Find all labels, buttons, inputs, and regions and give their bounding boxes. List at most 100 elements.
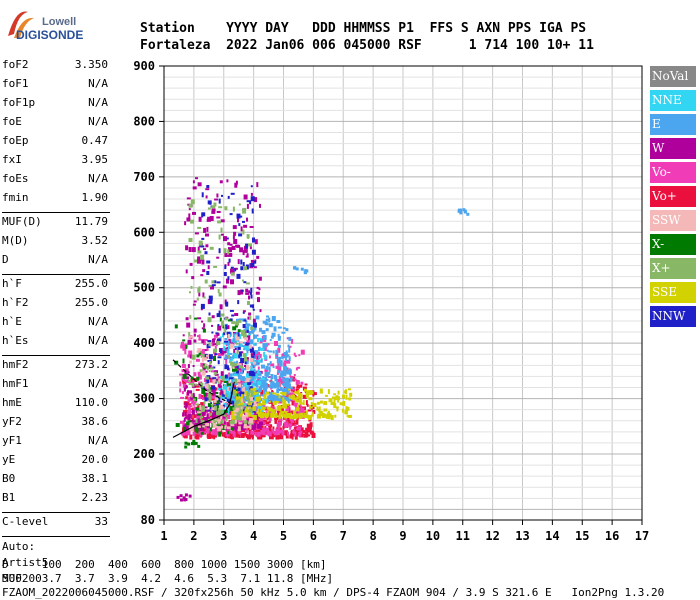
echo-point — [331, 396, 336, 399]
echo-point — [246, 203, 249, 209]
echo-point — [210, 285, 214, 290]
echo-point — [196, 354, 200, 358]
echo-point — [204, 363, 208, 366]
echo-point — [213, 356, 216, 361]
echo-point — [213, 434, 216, 440]
echo-point — [191, 247, 196, 253]
echo-point — [227, 379, 230, 385]
echo-point — [244, 408, 247, 414]
param-separator — [2, 536, 110, 537]
echo-point — [200, 303, 205, 309]
echo-point — [265, 318, 270, 322]
echo-point — [266, 349, 269, 352]
echo-point — [211, 407, 215, 411]
echo-point — [190, 379, 194, 383]
echo-point — [289, 426, 292, 430]
echo-point — [217, 408, 221, 414]
echo-point — [188, 203, 193, 208]
echo-cluster-point — [457, 209, 461, 213]
echo-point — [262, 419, 267, 422]
echo-point — [224, 347, 228, 352]
echo-point — [250, 358, 254, 363]
echo-point — [200, 274, 204, 277]
echo-point — [211, 280, 215, 284]
echo-point — [342, 394, 345, 399]
echo-point — [293, 378, 297, 381]
y-tick-label: 600 — [133, 225, 155, 239]
echo-point — [265, 372, 269, 378]
echo-point — [252, 415, 257, 420]
echo-point — [310, 431, 315, 435]
echo-point — [182, 380, 187, 385]
echo-point — [224, 206, 228, 211]
echo-point — [180, 396, 185, 399]
param-row-foep: foEp 0.47 — [2, 134, 110, 153]
echo-point — [243, 394, 246, 397]
echo-point — [226, 237, 229, 240]
echo-point — [285, 418, 288, 421]
echo-point — [228, 252, 233, 257]
echo-point — [212, 379, 216, 385]
echo-point — [249, 416, 253, 419]
echo-point — [189, 393, 191, 397]
echo-point — [249, 339, 254, 345]
echo-point — [246, 418, 251, 421]
echo-point — [327, 415, 331, 420]
echo-point — [197, 317, 202, 320]
echo-point — [249, 246, 252, 250]
echo-point — [240, 289, 244, 292]
echo-point — [250, 263, 255, 267]
echo-point — [249, 200, 252, 205]
echo-point — [250, 391, 254, 397]
echo-point — [199, 408, 201, 413]
auto-line: Artist5 — [2, 556, 49, 569]
echo-point — [268, 366, 271, 372]
echo-point — [186, 410, 191, 416]
echo-point — [235, 335, 237, 339]
echo-point — [291, 434, 294, 440]
echo-point — [252, 406, 256, 412]
echo-point — [209, 246, 214, 250]
echo-point — [288, 347, 291, 353]
echo-point — [253, 260, 257, 264]
echo-point — [218, 431, 222, 437]
echo-point — [333, 397, 336, 402]
echo-point — [297, 366, 301, 369]
echo-point — [174, 360, 179, 365]
echo-point — [246, 234, 250, 239]
echo-point — [217, 426, 222, 432]
echo-cluster-point — [192, 439, 196, 443]
echo-point — [226, 354, 230, 359]
echo-point — [216, 313, 221, 318]
echo-point — [197, 256, 201, 260]
echo-point — [212, 338, 215, 343]
echo-point — [201, 370, 206, 376]
param-row-md: M(D) 3.52 — [2, 234, 110, 253]
echo-point — [186, 218, 191, 222]
echo-point — [191, 394, 195, 400]
echo-point — [198, 415, 202, 419]
echo-point — [233, 389, 237, 392]
echo-point — [278, 376, 282, 380]
echo-point — [310, 401, 313, 405]
echo-point — [187, 339, 192, 345]
echo-point — [309, 422, 313, 428]
echo-point — [220, 389, 224, 395]
echo-point — [230, 339, 233, 343]
echo-point — [242, 250, 245, 256]
echo-point — [283, 366, 288, 371]
echo-point — [224, 374, 228, 379]
echo-point — [211, 205, 216, 209]
echo-point — [320, 390, 323, 394]
echo-point — [208, 284, 212, 287]
echo-point — [185, 379, 190, 383]
echo-point — [299, 402, 304, 405]
echo-point — [248, 295, 250, 300]
echo-point — [272, 429, 275, 434]
param-value: 273.2 — [74, 358, 108, 371]
echo-point — [222, 386, 225, 392]
echo-point — [250, 411, 253, 416]
echo-point — [215, 405, 220, 410]
echo-point — [212, 412, 215, 418]
echo-point — [223, 341, 226, 345]
